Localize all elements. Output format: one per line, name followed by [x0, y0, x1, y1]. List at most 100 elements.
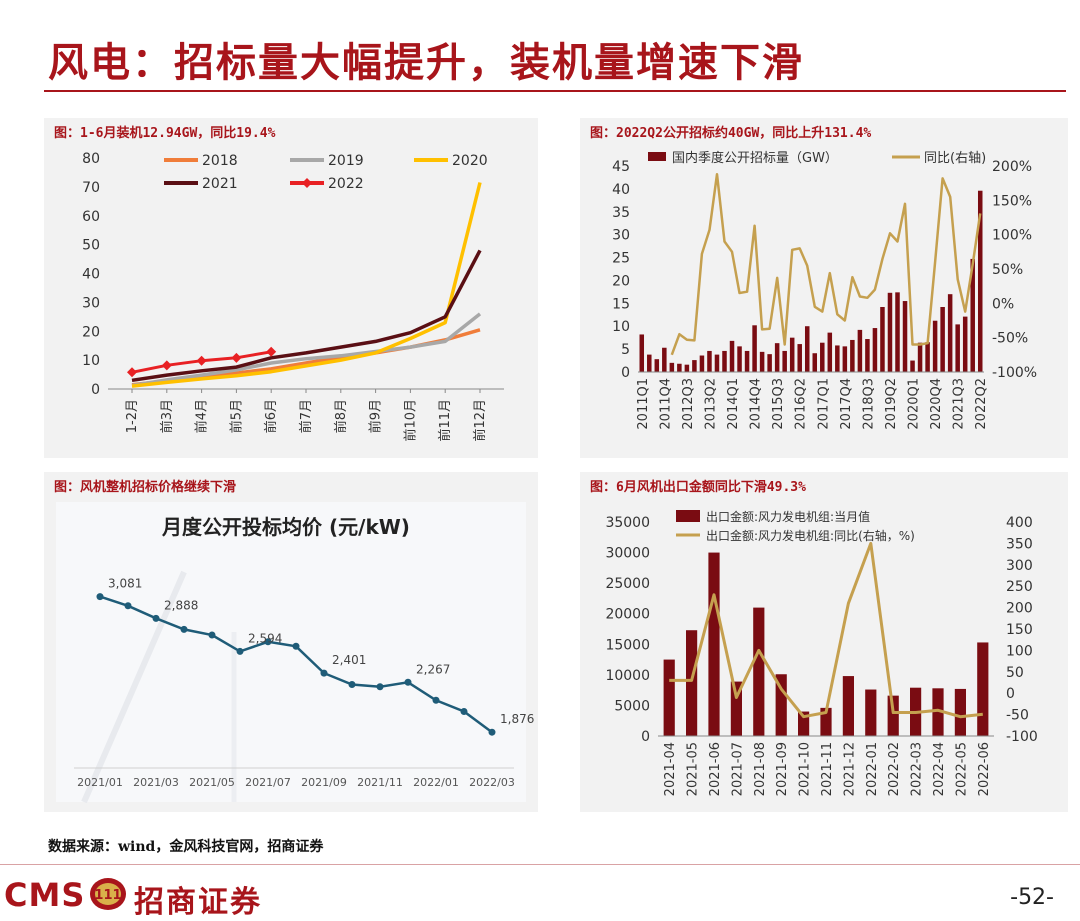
legend-label-bar: 出口金额:风力发电机组:当月值 — [706, 509, 870, 524]
bar-2015Q4 — [782, 350, 787, 372]
x-tick-label: 2013Q2 — [703, 378, 718, 430]
x-tick-label: 2021/01 — [77, 776, 123, 789]
caption-export: 图：6月风机出口金额同比下滑49.3% — [590, 480, 806, 495]
y-left-tick-label: 35000 — [605, 515, 650, 531]
page-title: 风电：招标量大幅提升，装机量增速下滑 — [48, 39, 804, 86]
y-right-tick-label: 350 — [1006, 536, 1033, 552]
bar-2020Q1 — [910, 360, 915, 372]
caption-installation: 图：1-6月装机12.94GW，同比19.4% — [54, 126, 276, 141]
title-divider — [44, 90, 1066, 92]
x-tick-label: 2012Q3 — [681, 378, 696, 430]
y-right-tick-label: 100 — [1006, 643, 1033, 659]
data-source: 数据来源：wind，金风科技官网，招商证券 — [48, 839, 324, 855]
y-left-tick-label: 5 — [621, 342, 630, 358]
y-right-tick-label: -100 — [1006, 729, 1038, 745]
bar-2015Q1 — [759, 351, 765, 372]
caption-tender-volume: 图：2022Q2公开招标约40GW，同比上升131.4% — [590, 126, 872, 141]
y-right-tick-label: 150 — [1006, 622, 1033, 638]
legend-marker-2022 — [302, 178, 312, 188]
legend-label-bar: 国内季度公开招标量（GW） — [672, 150, 838, 166]
bar-2016Q1 — [789, 337, 795, 372]
y-tick-label: 10 — [82, 353, 100, 369]
bar-2021-09 — [775, 674, 787, 736]
bar-2020Q3 — [925, 342, 930, 372]
x-tick-label: 前5月 — [228, 399, 244, 433]
series-line-2021 — [131, 249, 482, 383]
y-left-tick-label: 0 — [621, 365, 630, 381]
bar-2021-05 — [686, 630, 698, 736]
x-tick-label: 前4月 — [194, 399, 210, 433]
footer-divider — [0, 864, 1080, 865]
page-number: -52- — [1010, 885, 1054, 910]
x-tick-label: 2015Q3 — [771, 378, 786, 430]
data-point — [264, 638, 272, 646]
bar-2015Q2 — [767, 354, 772, 372]
y-right-tick-label: -50 — [1006, 708, 1029, 724]
data-point-2022 — [127, 367, 137, 378]
data-point — [292, 642, 300, 650]
x-tick-label: 2022/03 — [469, 776, 515, 789]
y-left-tick-label: 40 — [612, 182, 630, 198]
x-tick-label: 前11月 — [437, 399, 453, 442]
x-tick-label: 2017Q1 — [816, 378, 831, 430]
bar-2016Q3 — [804, 326, 810, 372]
x-tick-label: 2016Q2 — [794, 378, 809, 430]
y-right-tick-label: 0% — [992, 296, 1014, 312]
bar-2014Q4 — [752, 325, 757, 372]
bar-2012Q4 — [692, 360, 697, 372]
x-tick-label: 2021-07 — [730, 742, 745, 796]
legend-label-2018: 2018 — [202, 153, 238, 169]
x-tick-label: 前12月 — [472, 399, 488, 442]
export-chart: 0 5000 10000 15000 20000 25000 30000 35000 -100 -… — [605, 509, 1038, 796]
bar-2018Q3 — [865, 339, 870, 372]
x-tick-label: 2021-09 — [775, 742, 790, 796]
y-right-tick-label: 200 — [1006, 601, 1033, 617]
data-label: 2,401 — [332, 653, 366, 667]
x-tick-label: 2021/03 — [133, 776, 179, 789]
bar-2014Q1 — [729, 340, 735, 372]
chart-title: 月度公开投标均价 (元/kW) — [161, 515, 410, 539]
y-tick-label: 20 — [82, 324, 100, 340]
bar-2018Q1 — [850, 339, 855, 372]
y-left-tick-label: 15 — [612, 296, 630, 312]
bar-2021-06 — [708, 552, 720, 736]
y-left-tick-label: 30000 — [605, 546, 650, 562]
bar-2022-04 — [932, 688, 944, 736]
y-right-tick-label: 400 — [1006, 515, 1033, 531]
legend-label-2021: 2021 — [202, 176, 238, 192]
y-left-tick-label: 0 — [641, 729, 650, 745]
logo-cms: CMS — [4, 876, 86, 914]
y-right-tick-label: 150% — [992, 193, 1032, 209]
bar-2020Q4 — [932, 320, 938, 372]
x-tick-label: 前6月 — [263, 399, 279, 433]
bar-2013Q4 — [722, 350, 727, 372]
x-tick-label: 前7月 — [298, 399, 314, 433]
y-left-tick-label: 30 — [612, 228, 630, 244]
y-tick-label: 30 — [82, 295, 100, 311]
bar-2019Q1 — [880, 306, 885, 372]
bar-2017Q4 — [842, 346, 848, 372]
data-label: 2,888 — [164, 598, 198, 612]
y-tick-label: 0 — [91, 382, 100, 398]
bar-2011Q3 — [654, 359, 660, 372]
bar-2018Q4 — [872, 328, 878, 372]
bar-2021-08 — [753, 607, 765, 736]
bar-2019Q2 — [887, 292, 893, 372]
bar-2018Q2 — [857, 329, 863, 372]
legend-label-line: 出口金额:风力发电机组:同比(右轴，%) — [706, 528, 915, 543]
bar-2012Q3 — [684, 364, 690, 372]
x-tick-label: 1-2月 — [125, 399, 140, 433]
y-left-tick-label: 10000 — [605, 668, 650, 684]
x-tick-label: 2021-11 — [820, 742, 835, 796]
bar-2017Q1 — [820, 342, 825, 372]
bar-2021-07 — [730, 681, 742, 736]
bar-2022-01 — [865, 689, 877, 736]
y-right-tick-label: 200% — [992, 159, 1032, 175]
x-tick-label: 2020Q4 — [929, 378, 944, 430]
y-tick-label: 60 — [82, 209, 100, 225]
data-point — [236, 647, 244, 655]
yoy-line — [670, 172, 982, 356]
legend-label-2020: 2020 — [452, 153, 488, 169]
data-label: 3,081 — [108, 577, 142, 591]
caption-tender-price: 图：风机整机招标价格继续下滑 — [54, 480, 237, 495]
